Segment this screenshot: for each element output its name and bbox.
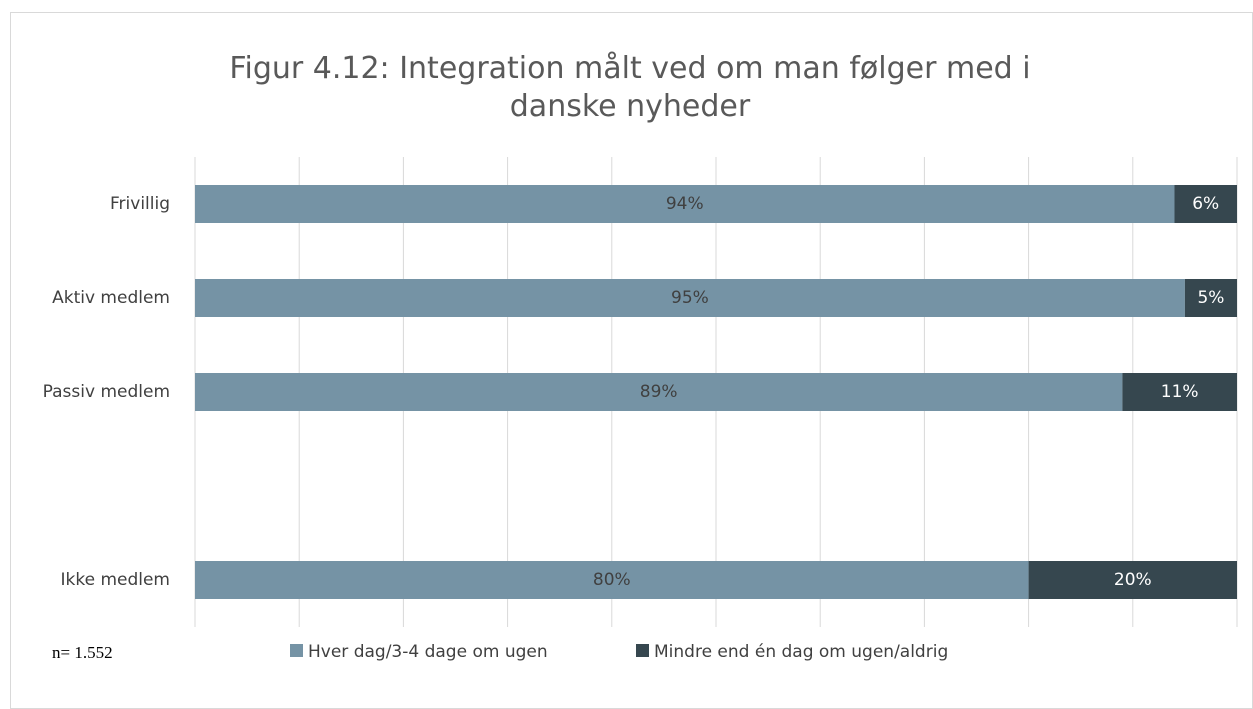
legend-swatch	[636, 644, 649, 657]
y-tick-label: Passiv medlem	[43, 382, 170, 402]
data-label: 5%	[1197, 288, 1224, 308]
data-label: 11%	[1161, 382, 1199, 402]
data-label: 94%	[666, 194, 704, 214]
data-label: 95%	[671, 288, 709, 308]
y-tick-label: Aktiv medlem	[52, 288, 170, 308]
data-label: 80%	[593, 570, 631, 590]
data-label: 20%	[1114, 570, 1152, 590]
annotation: n= 1.552	[52, 643, 113, 662]
bar-segment	[195, 561, 1029, 599]
bar-segment	[1174, 185, 1237, 223]
data-label: 89%	[640, 382, 678, 402]
bar-segment	[195, 279, 1185, 317]
bar-segment	[195, 373, 1123, 411]
bar-segment	[195, 185, 1175, 223]
legend-label: Hver dag/3-4 dage om ugen	[308, 642, 548, 662]
y-tick-label: Frivillig	[110, 194, 170, 214]
data-label: 6%	[1192, 194, 1219, 214]
bar-segment	[1122, 373, 1237, 411]
bar-segment	[1028, 561, 1237, 599]
bar-segment	[1184, 279, 1237, 317]
legend-swatch	[290, 644, 303, 657]
legend-label: Mindre end én dag om ugen/aldrig	[654, 642, 948, 662]
y-tick-label: Ikke medlem	[60, 570, 170, 590]
chart-title: Figur 4.12: Integration målt ved om man …	[229, 51, 1031, 124]
